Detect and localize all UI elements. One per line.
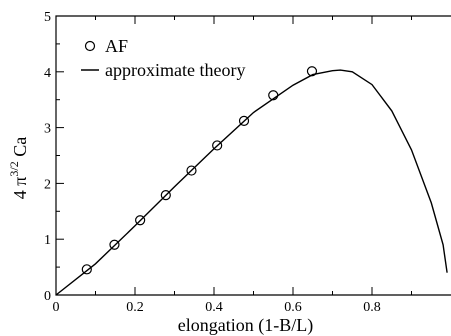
x-tick-label: 0.2 <box>126 300 144 315</box>
y-tick-label: 0 <box>44 289 51 304</box>
marks <box>55 66 448 296</box>
legend: AF approximate theory <box>81 36 245 80</box>
x-tick-label: 0.8 <box>363 300 381 315</box>
plot-frame <box>55 15 451 296</box>
data-point <box>135 215 146 226</box>
x-axis-title: elongation (1-B/L) <box>178 315 313 336</box>
y-axis-title-suffix: Ca <box>10 137 30 162</box>
x-tick-label: 0.4 <box>205 300 223 315</box>
y-tick-label: 3 <box>44 122 51 137</box>
y-axis-title-superscript: 3/2 <box>7 161 21 176</box>
legend-marker-circle <box>84 40 96 52</box>
y-axis-title-main: 4 π <box>10 177 30 200</box>
y-tick-label: 4 <box>44 66 51 81</box>
data-point <box>160 190 171 201</box>
data-point <box>109 239 120 250</box>
legend-label: AF <box>105 36 128 56</box>
y-tick-label: 5 <box>44 10 51 25</box>
data-point <box>81 264 92 275</box>
x-tick-label: 0 <box>53 300 60 315</box>
axes: 0 0.2 0.4 0.6 0.8 0 1 2 3 4 5 <box>44 10 451 315</box>
y-axis-title: 4 π3/2 Ca <box>7 137 30 199</box>
legend-label: approximate theory <box>105 60 245 80</box>
x-tick-label: 0.6 <box>284 300 302 315</box>
data-point <box>238 115 250 127</box>
y-tick-label: 2 <box>44 177 51 192</box>
y-tick-label: 1 <box>44 233 51 248</box>
theory-curve <box>55 69 448 296</box>
data-point <box>186 165 197 176</box>
data-point <box>212 140 223 151</box>
